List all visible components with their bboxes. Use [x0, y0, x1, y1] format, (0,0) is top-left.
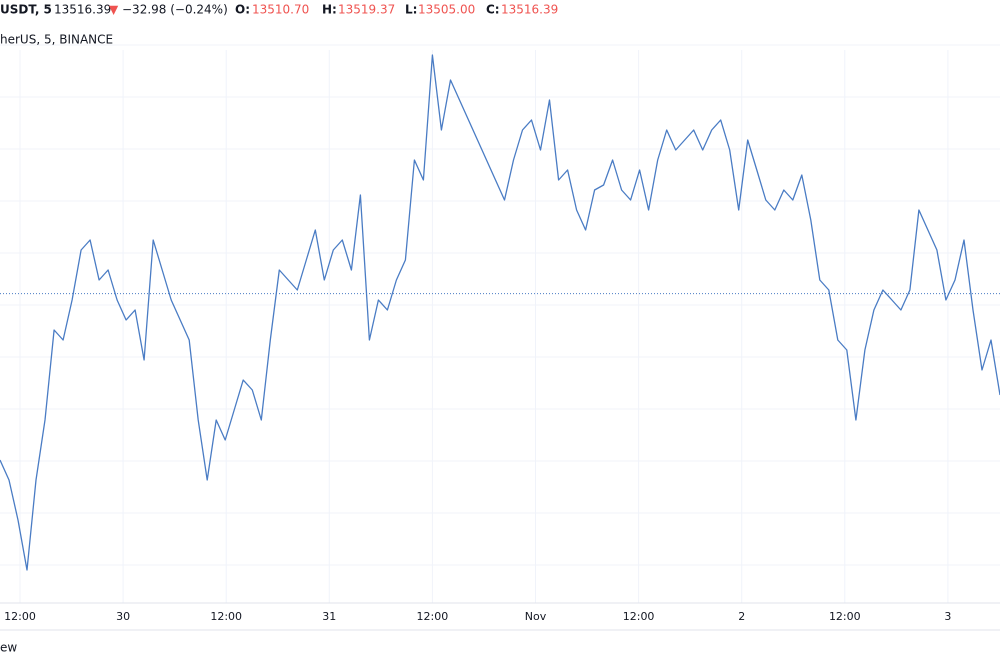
x-tick-label: 3: [944, 610, 951, 623]
ohlc-label: O:: [235, 3, 250, 17]
x-tick-label: 31: [322, 610, 336, 623]
footer-text: ew: [0, 641, 17, 655]
price-line: [0, 54, 1000, 571]
ohlc-label: H:: [322, 3, 337, 17]
ohlc-label: C:: [486, 3, 500, 17]
x-tick-label: 30: [116, 610, 130, 623]
plot: [0, 54, 1000, 571]
grid: [0, 44, 1000, 603]
x-tick-label: 12:00: [210, 610, 242, 623]
x-tick-label: 12:00: [829, 610, 861, 623]
x-tick-label: 12:00: [623, 610, 655, 623]
change: −32.98 (−0.24%): [122, 3, 228, 17]
symbol: USDT, 5: [0, 3, 52, 17]
price: 13516.39: [54, 3, 111, 17]
x-tick-label: 12:00: [4, 610, 36, 623]
x-tick-label: 12:00: [417, 610, 449, 623]
ohlc-label: L:: [405, 3, 417, 17]
ohlc-value: 13505.00: [418, 3, 475, 17]
x-tick-label: Nov: [525, 610, 547, 623]
arrow: ▼: [109, 3, 119, 17]
ohlc-value: 13516.39: [501, 3, 558, 17]
source: herUS, 5, BINANCE: [0, 33, 113, 47]
ohlc-value: 13519.37: [338, 3, 395, 17]
ohlc-value: 13510.70: [252, 3, 309, 17]
x-tick-label: 2: [738, 610, 745, 623]
